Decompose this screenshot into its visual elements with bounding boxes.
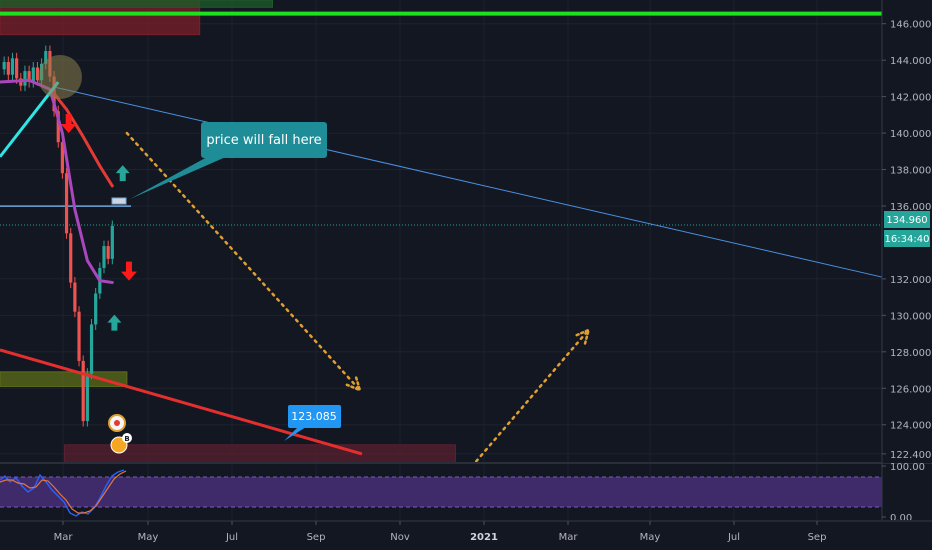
event-badge (122, 433, 132, 443)
candle-body (56, 111, 60, 143)
projection-paths-layer (125, 131, 591, 463)
candle-body (35, 67, 40, 81)
sell-arrow-icon (60, 113, 77, 133)
buy-arrow-icon (115, 165, 130, 182)
candle-body (10, 58, 15, 75)
level-marker (111, 197, 127, 205)
oscillator-k-line (0, 469, 125, 517)
candle-body (81, 360, 85, 422)
time-tick-label: Jul (225, 532, 238, 543)
candle-body (110, 226, 114, 259)
candle-body (27, 71, 31, 83)
oscillator-tick-label: 0.00 (890, 513, 912, 524)
price-axis-ticks: 146.000 144.000 142.000 140.000 138.000 136.0… (882, 20, 931, 461)
last-price-box (884, 211, 930, 228)
countdown-text: 16:34:40 (885, 234, 930, 245)
zones-layer (0, 0, 457, 464)
candle-body (44, 51, 48, 64)
time-axis-labels: Mar May Jul Sep Nov 2021 Mar May Jul Sep (54, 521, 827, 543)
candle-body (73, 282, 77, 312)
callout-text: price will fall here (206, 133, 321, 148)
sell-arrow-icon (120, 261, 137, 281)
signals-layer (38, 55, 137, 331)
price-tick-label: 144.000 (890, 56, 931, 67)
candle-body (94, 293, 98, 325)
candle-body (69, 233, 73, 283)
price-tick-label: 146.000 (890, 20, 931, 31)
time-tick-label: Mar (559, 532, 579, 543)
callout[interactable]: price will fall here (130, 122, 327, 199)
price-tick-label: 138.000 (890, 166, 931, 177)
oscillator-d-line (0, 470, 127, 514)
price-tick-label: 132.000 (890, 275, 931, 286)
time-tick-label: May (138, 532, 159, 543)
candle-body (106, 246, 110, 259)
projection-arrowhead (574, 327, 591, 345)
price-tick-label: 124.000 (890, 421, 931, 432)
price-label-box (288, 405, 341, 428)
price-label-text: 123.085 (291, 410, 337, 423)
price-tick-label: 126.000 (890, 384, 931, 395)
time-tick-label: May (640, 532, 661, 543)
moving-average-line (50, 89, 114, 188)
buy-arrow-icon (107, 314, 122, 331)
time-axis-background (0, 520, 932, 550)
trend-line (56, 87, 883, 278)
candle-body (31, 67, 35, 83)
price-tick-label: 140.000 (890, 129, 931, 140)
trend-line (0, 348, 363, 456)
candle-body (85, 373, 89, 422)
candle-body (64, 173, 69, 234)
time-tick-label: Nov (390, 532, 410, 543)
time-tick-label: Mar (54, 532, 74, 543)
event-icon-dot (114, 420, 120, 426)
candle-body (89, 324, 94, 374)
price-tick-label: 136.000 (890, 202, 931, 213)
time-tick-label: Jul (727, 532, 740, 543)
projection-line (475, 328, 590, 463)
time-tick-label: 2021 (470, 532, 498, 543)
candle-body (102, 246, 106, 268)
candle-body (6, 61, 10, 75)
projection-line (125, 131, 362, 392)
countdown-box (884, 230, 930, 247)
callout-box (201, 122, 327, 158)
event-badge-text: B (124, 435, 129, 443)
candle-body (23, 71, 27, 86)
moving-averages-layer (0, 78, 114, 284)
last-price-tag: 134.960 16:34:40 (884, 211, 930, 247)
callout-pointer (130, 156, 228, 199)
price-tick-label: 142.000 (890, 93, 931, 104)
candle-body (15, 58, 19, 79)
candle-body (77, 311, 81, 361)
highlight-circle (38, 55, 82, 99)
price-tick-label: 130.000 (890, 311, 931, 322)
last-price-text: 134.960 (886, 215, 927, 226)
projection-arrowhead (345, 375, 362, 393)
time-axis[interactable] (0, 520, 932, 550)
price-label-pointer (284, 427, 306, 441)
zone-rect (0, 0, 273, 8)
time-tick-label: Sep (808, 532, 827, 543)
time-tick-label: Sep (307, 532, 326, 543)
candle-body (60, 142, 64, 174)
oscillator-tick-label: 100.00 (890, 462, 925, 473)
price-label-annotation[interactable]: 123.085 (284, 405, 341, 441)
zone-rect (0, 371, 128, 387)
moving-average-line (0, 78, 114, 284)
candle-body (2, 61, 6, 70)
oscillator-axis-ticks: 100.00 0.00 (882, 462, 925, 524)
price-tick-label: 122.400 (890, 450, 931, 461)
oscillator-pane (0, 462, 932, 517)
oscillator-band (0, 477, 882, 507)
price-tick-label: 128.000 (890, 348, 931, 359)
